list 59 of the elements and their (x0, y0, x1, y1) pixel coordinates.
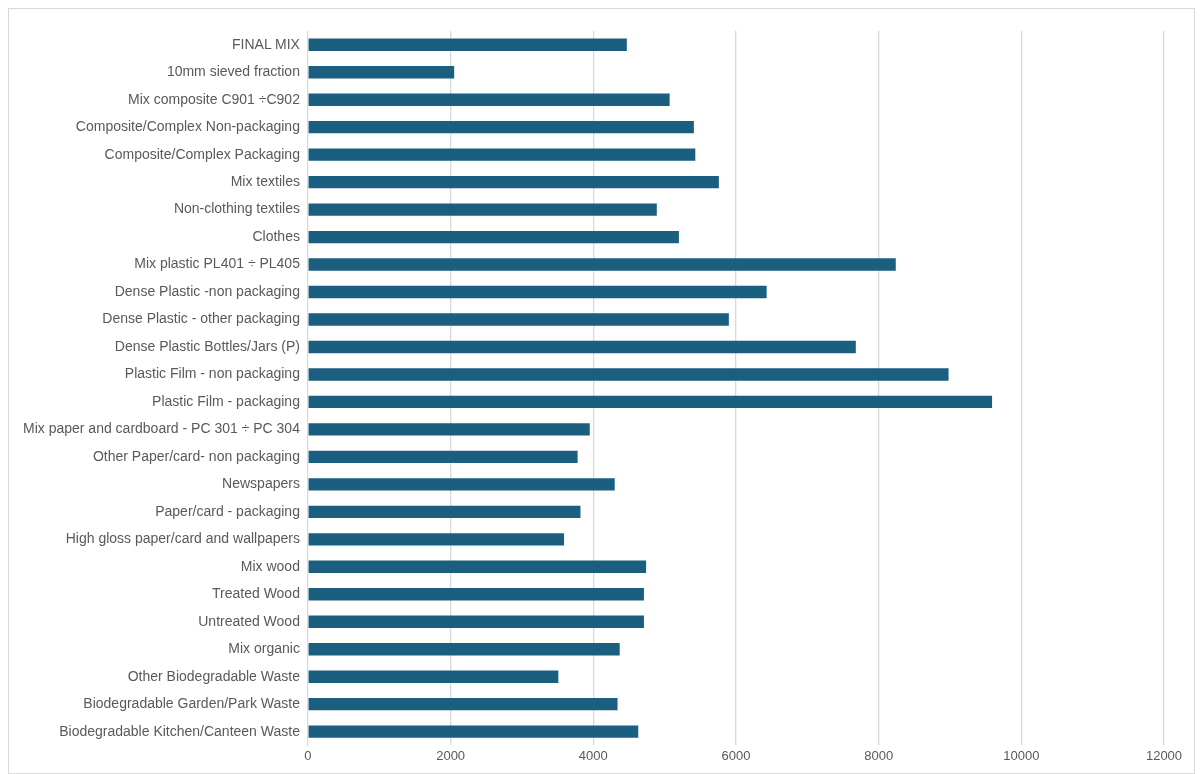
bar (308, 395, 993, 409)
y-tick-label: Biodegradable Kitchen/Canteen Waste (59, 722, 301, 739)
y-tick-label: Dense Plastic - other packaging (102, 310, 300, 327)
y-tick-label: Mix plastic PL401 ÷ PL405 (134, 255, 301, 272)
y-tick-label: Composite/Complex Non-packaging (75, 118, 300, 135)
x-tick-label: 10000 (1003, 747, 1040, 763)
bar (308, 38, 627, 51)
x-tick-label: 6000 (721, 747, 751, 763)
y-tick-label: High gloss paper/card and wallpapers (65, 530, 300, 547)
bar (308, 533, 565, 546)
bar (308, 258, 896, 271)
bar (308, 615, 644, 628)
y-tick-label: Mix paper and cardboard - PC 301 ÷ PC 304 (22, 420, 301, 437)
y-tick-label: Paper/card - packaging (155, 502, 300, 519)
y-tick-label: Other Biodegradable Waste (127, 667, 301, 684)
y-tick-label: Biodegradable Garden/Park Waste (83, 695, 301, 712)
y-tick-label: Mix organic (228, 640, 300, 657)
x-tick-label: 12000 (1145, 747, 1183, 763)
bar (308, 340, 856, 354)
bar (308, 643, 620, 656)
y-tick-label: Non-clothing textiles (173, 200, 300, 217)
y-tick-label: Composite/Complex Packaging (104, 145, 300, 162)
bar (308, 588, 644, 601)
y-tick-label: Other Paper/card- non packaging (92, 447, 300, 464)
bar (308, 560, 647, 573)
bar (308, 148, 696, 161)
bar (308, 120, 694, 134)
bar (308, 505, 581, 519)
bar (308, 203, 657, 216)
y-tick-label: Plastic Film - packaging (152, 392, 300, 409)
bar (308, 450, 578, 464)
x-tick-label: 8000 (864, 747, 894, 763)
y-tick-label: FINAL MIX (232, 35, 301, 52)
y-tick-label: Mix wood (240, 557, 300, 574)
bar (308, 285, 767, 299)
bar (308, 175, 719, 189)
bar (308, 670, 559, 683)
y-tick-label: Untreated Wood (198, 612, 300, 629)
x-tick-label: 0 (304, 747, 312, 763)
y-tick-label: 10mm sieved fraction (166, 63, 300, 80)
bar (308, 93, 670, 106)
bar (308, 313, 729, 326)
y-tick-label: Dense Plastic Bottles/Jars (P) (114, 337, 300, 354)
bar (308, 230, 679, 244)
bar (308, 478, 615, 491)
bar (308, 66, 455, 79)
y-tick-label: Dense Plastic -non packaging (114, 282, 300, 299)
x-tick-label: 4000 (578, 747, 608, 763)
bar (308, 698, 618, 711)
y-tick-label: Plastic Film - non packaging (124, 365, 300, 382)
x-tick-label: 2000 (436, 747, 466, 763)
y-tick-label: Mix textiles (230, 172, 300, 189)
y-tick-label: Newspapers (222, 475, 300, 492)
bar (308, 368, 949, 381)
bar (308, 423, 590, 436)
y-tick-label: Clothes (252, 227, 300, 244)
bar (308, 725, 639, 738)
y-tick-label: Mix composite C901 ÷C902 (128, 90, 301, 107)
y-tick-label: Treated Wood (212, 585, 300, 602)
